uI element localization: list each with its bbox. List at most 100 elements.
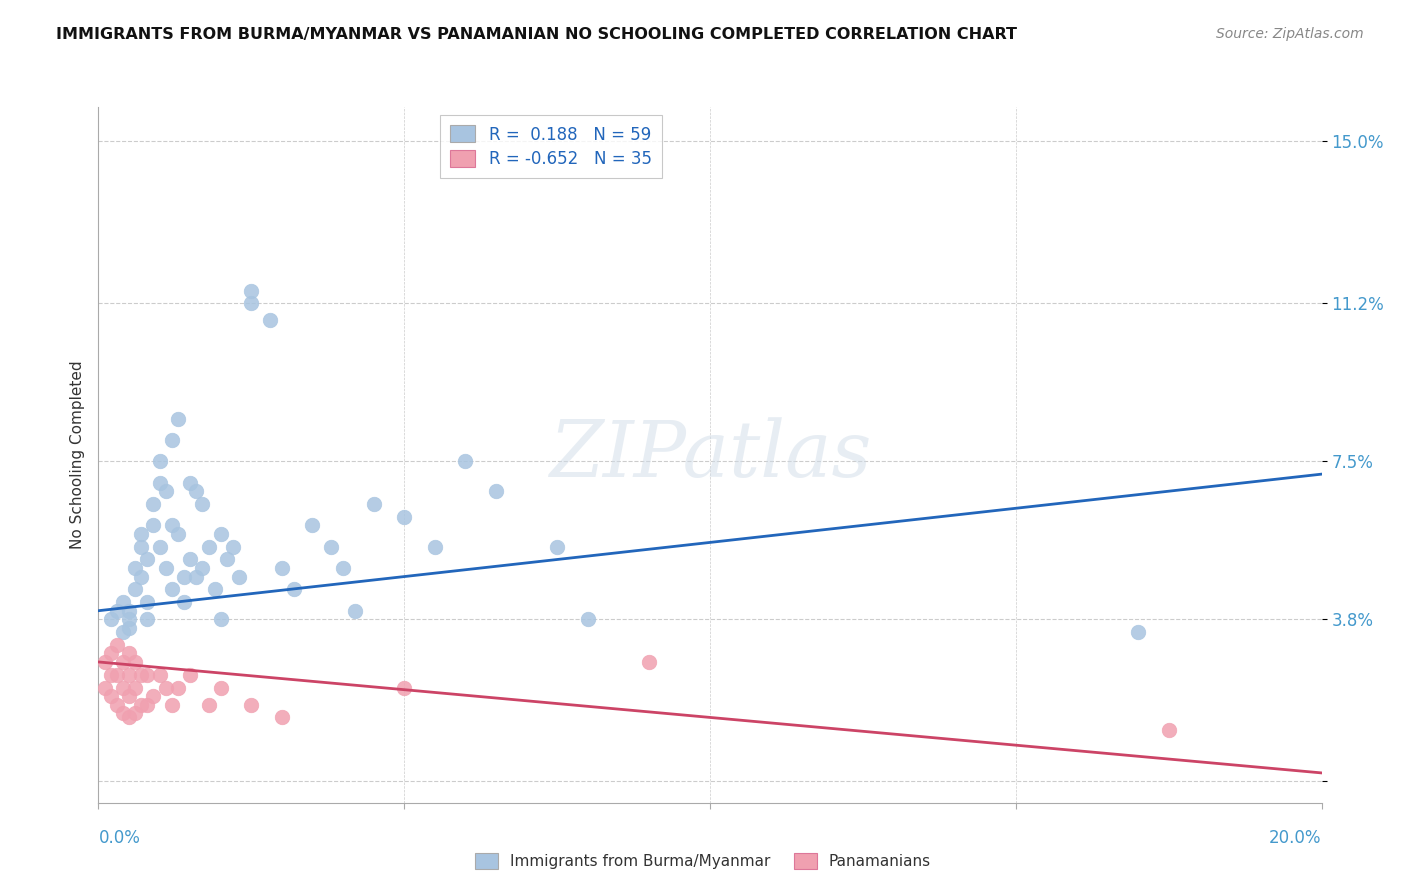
Point [392,681,416,695]
Point [129,569,152,583]
Point [209,612,232,626]
Point [149,454,172,468]
Point [118,604,141,618]
Point [204,582,226,597]
Text: IMMIGRANTS FROM BURMA/MYANMAR VS PANAMANIAN NO SCHOOLING COMPLETED CORRELATION C: IMMIGRANTS FROM BURMA/MYANMAR VS PANAMAN… [56,27,1017,42]
Point [93,681,115,695]
Point [332,561,354,575]
Point [215,552,238,566]
Point [111,655,134,669]
Point [173,595,195,609]
Point [191,497,214,511]
Point [186,569,208,583]
Point [1128,625,1150,640]
Point [637,655,661,669]
Point [423,540,446,554]
Point [546,540,568,554]
Point [209,681,232,695]
Point [124,561,146,575]
Point [197,698,219,712]
Point [149,540,172,554]
Point [1157,723,1180,738]
Text: Source: ZipAtlas.com: Source: ZipAtlas.com [1216,27,1364,41]
Point [319,540,342,554]
Point [270,561,292,575]
Point [118,612,141,626]
Point [283,582,305,597]
Point [167,411,190,425]
Point [124,706,146,721]
Point [186,484,208,499]
Point [111,681,134,695]
Point [576,612,599,626]
Y-axis label: No Schooling Completed: No Schooling Completed [69,360,84,549]
Point [228,569,250,583]
Point [155,681,177,695]
Point [179,475,201,490]
Point [173,569,195,583]
Point [100,612,122,626]
Point [160,698,183,712]
Point [179,667,201,681]
Point [197,540,219,554]
Point [149,667,172,681]
Point [179,552,201,566]
Point [111,706,134,721]
Point [129,540,152,554]
Point [240,296,263,310]
Point [129,667,152,681]
Legend: Immigrants from Burma/Myanmar, Panamanians: Immigrants from Burma/Myanmar, Panamania… [470,847,936,875]
Point [167,527,190,541]
Point [118,621,141,635]
Point [129,698,152,712]
Point [301,518,323,533]
Point [93,655,115,669]
Point [167,681,190,695]
Point [191,561,214,575]
Point [136,595,159,609]
Point [118,667,141,681]
Text: 20.0%: 20.0% [1270,829,1322,847]
Point [124,582,146,597]
Point [155,561,177,575]
Point [160,582,183,597]
Point [100,667,122,681]
Point [118,689,141,703]
Point [160,518,183,533]
Point [155,484,177,499]
Point [209,527,232,541]
Point [118,647,141,661]
Point [105,638,128,652]
Point [136,698,159,712]
Point [344,604,367,618]
Text: ZIPatlas: ZIPatlas [548,417,872,493]
Point [392,509,416,524]
Point [124,655,146,669]
Point [363,497,385,511]
Point [142,689,165,703]
Legend: R =  0.188   N = 59, R = -0.652   N = 35: R = 0.188 N = 59, R = -0.652 N = 35 [440,115,662,178]
Point [149,475,172,490]
Point [259,313,281,327]
Point [485,484,508,499]
Point [105,667,128,681]
Point [240,284,263,298]
Point [454,454,477,468]
Point [160,433,183,447]
Point [270,710,292,724]
Point [240,698,263,712]
Point [142,497,165,511]
Point [118,710,141,724]
Point [105,698,128,712]
Point [100,689,122,703]
Point [136,667,159,681]
Point [100,647,122,661]
Point [142,518,165,533]
Point [111,625,134,640]
Point [105,604,128,618]
Text: 0.0%: 0.0% [98,829,141,847]
Point [222,540,245,554]
Point [129,527,152,541]
Point [111,595,134,609]
Point [136,552,159,566]
